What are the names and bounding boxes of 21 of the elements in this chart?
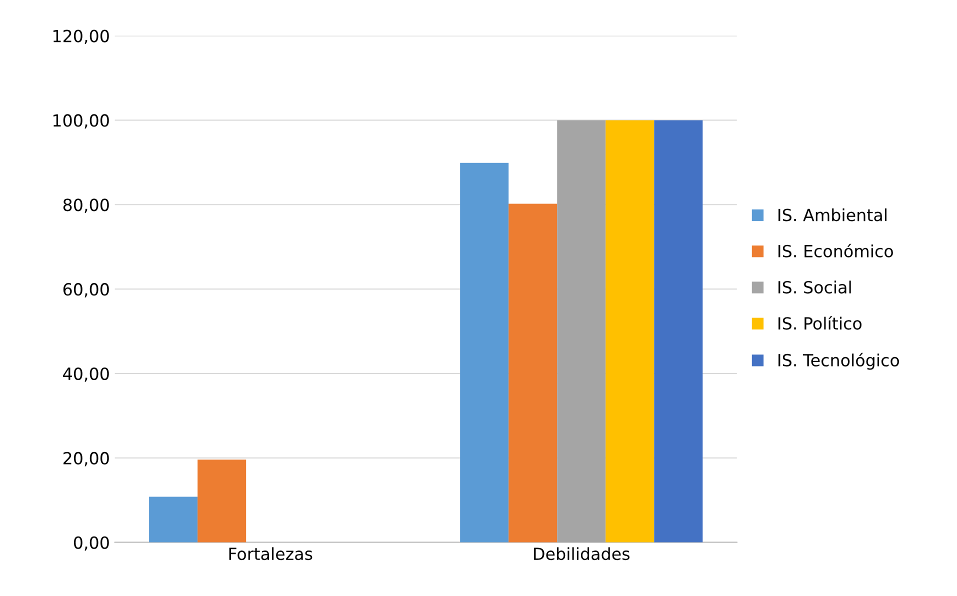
bar [508, 204, 558, 542]
y-tick-label: 80,00 [63, 198, 109, 213]
legend-label: IS. Tecnológico [778, 352, 899, 370]
bar [557, 120, 606, 542]
y-tick-label: 40,00 [63, 367, 109, 382]
y-tick-label: 20,00 [63, 452, 109, 466]
y-tick-label: 60,00 [63, 283, 109, 298]
bar [460, 162, 509, 542]
x-tick-label: Debilidades [534, 547, 630, 560]
bar [198, 460, 246, 542]
bar [654, 120, 703, 542]
y-tick-label: 0,00 [74, 536, 109, 551]
legend-label: IS. Económico [778, 244, 893, 258]
y-tick-label: 100,00 [53, 114, 109, 128]
bar [149, 496, 198, 542]
legend-label: IS. Ambiental [778, 208, 886, 222]
y-tick-label: 120,00 [53, 30, 109, 44]
bar [606, 120, 654, 542]
x-tick-label: Fortalezas [229, 547, 312, 560]
legend-label: IS. Político [778, 316, 862, 330]
legend-label: IS. Social [778, 280, 851, 294]
